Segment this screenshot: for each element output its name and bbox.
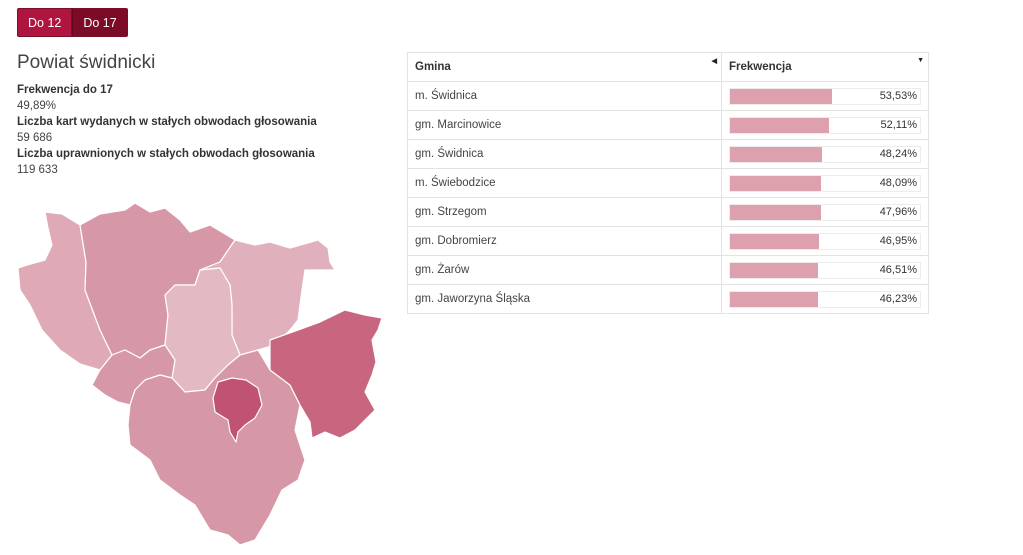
sort-left-icon[interactable]: ◀: [711, 58, 717, 65]
column-header-frekwencja-label: Frekwencja: [729, 61, 792, 73]
turnout-bar-track: 48,09%: [729, 174, 921, 192]
turnout-bar-track: 47,96%: [729, 203, 921, 221]
column-header-gmina-label: Gmina: [415, 61, 451, 73]
stat-value-eligible: 119 633: [17, 164, 58, 176]
table-row: gm. Żarów 46,51%: [407, 255, 929, 285]
region-stats: Frekwencja do 17 49,89% Liczba kart wyda…: [17, 82, 317, 178]
gmina-name-cell: gm. Żarów: [407, 255, 722, 285]
turnout-cell: 52,11%: [721, 110, 929, 140]
turnout-value: 52,11%: [880, 118, 918, 131]
turnout-value: 46,23%: [879, 292, 917, 305]
turnout-bar-track: 48,24%: [729, 145, 921, 163]
turnout-bar-fill: [730, 204, 822, 220]
table-row: gm. Dobromierz 46,95%: [407, 226, 929, 256]
turnout-cell: 46,23%: [721, 284, 929, 314]
map-area-swidnica-miasto[interactable]: [212, 377, 263, 443]
turnout-cell: 48,09%: [721, 168, 929, 198]
district-map: [17, 202, 383, 546]
turnout-cell: 46,95%: [721, 226, 929, 256]
turnout-bar-track: 46,95%: [729, 232, 921, 250]
turnout-bar-fill: [730, 233, 820, 249]
table-row: gm. Marcinowice 52,11%: [407, 110, 929, 140]
tab-bar: Do 12 Do 17: [17, 8, 128, 37]
stat-label-cards-issued: Liczba kart wydanych w stałych obwodach …: [17, 116, 317, 128]
gmina-name-cell: gm. Jaworzyna Śląska: [407, 284, 722, 314]
turnout-cell: 46,51%: [721, 255, 929, 285]
turnout-value: 46,95%: [879, 234, 917, 247]
turnout-value: 53,53%: [879, 89, 917, 102]
turnout-bar-fill: [730, 146, 822, 162]
table-header-row: Gmina ◀ Frekwencja ▼: [407, 52, 929, 82]
turnout-cell: 47,96%: [721, 197, 929, 227]
sort-down-icon[interactable]: ▼: [917, 57, 924, 64]
stat-value-turnout: 49,89%: [17, 100, 57, 112]
turnout-bar-track: 46,51%: [729, 261, 921, 279]
stat-label-eligible: Liczba uprawnionych w stałych obwodach g…: [17, 148, 315, 160]
turnout-bar-track: 53,53%: [729, 87, 921, 105]
table-row: gm. Jaworzyna Śląska 46,23%: [407, 284, 929, 314]
turnout-bar-fill: [730, 262, 819, 278]
stat-value-cards-issued: 59 686: [17, 132, 53, 144]
map-area-swidnica-gmina[interactable]: [127, 349, 306, 546]
map-area-swiebodzice[interactable]: [269, 309, 383, 439]
column-header-frekwencja[interactable]: Frekwencja ▼: [721, 52, 929, 82]
gmina-name-cell: gm. Strzegom: [407, 197, 722, 227]
table-row: m. Świdnica 53,53%: [407, 81, 929, 111]
turnout-value: 46,51%: [879, 263, 917, 276]
gmina-name-cell: m. Świdnica: [407, 81, 722, 111]
tab-do-12[interactable]: Do 12: [17, 8, 73, 37]
gmina-name-cell: m. Świebodzice: [407, 168, 722, 198]
turnout-cell: 53,53%: [721, 81, 929, 111]
table-row: m. Świebodzice 48,09%: [407, 168, 929, 198]
gmina-name-cell: gm. Świdnica: [407, 139, 722, 169]
table-row: gm. Strzegom 47,96%: [407, 197, 929, 227]
turnout-value: 48,09%: [879, 176, 917, 189]
turnout-bar-track: 46,23%: [729, 290, 921, 308]
gmina-name-cell: gm. Dobromierz: [407, 226, 722, 256]
stat-label-turnout: Frekwencja do 17: [17, 84, 113, 96]
turnout-bar-fill: [730, 175, 822, 191]
turnout-bar-fill: [730, 88, 832, 104]
turnout-value: 48,24%: [879, 147, 917, 160]
turnout-bar-track: 52,11%: [729, 116, 921, 134]
turnout-cell: 48,24%: [721, 139, 929, 169]
turnout-bar-fill: [730, 291, 818, 307]
table-row: gm. Świdnica 48,24%: [407, 139, 929, 169]
page-title: Powiat świdnicki: [17, 52, 156, 73]
turnout-bar-fill: [730, 117, 829, 133]
column-header-gmina[interactable]: Gmina ◀: [407, 52, 722, 82]
gmina-name-cell: gm. Marcinowice: [407, 110, 722, 140]
tab-do-17[interactable]: Do 17: [72, 8, 128, 37]
turnout-value: 47,96%: [879, 205, 917, 218]
results-table: Gmina ◀ Frekwencja ▼ m. Świdnica 53,53% gm…: [407, 52, 929, 314]
